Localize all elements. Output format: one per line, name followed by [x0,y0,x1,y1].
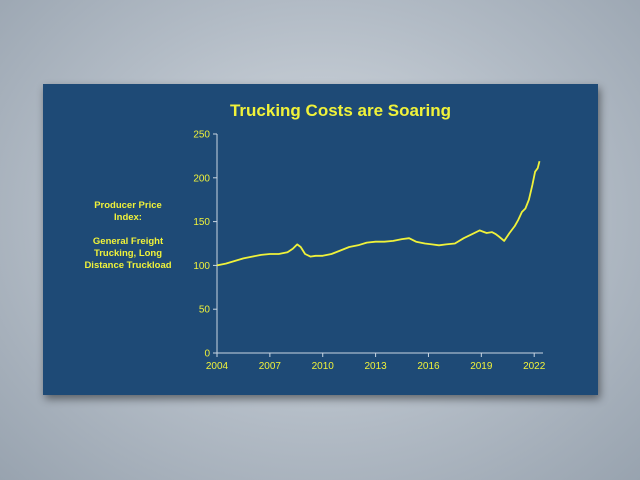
y-axis-label-line: Distance Truckload [84,260,172,271]
y-axis-label-line: General Freight [92,236,164,247]
y-axis-label: Producer Price Index: General Freight Tr… [73,200,183,272]
chart-axes: 0 50 100 150 200 250 2004 2007 2010 2013 2016 2019 2… [193,130,545,373]
chart-title: Trucking Costs are Soaring [229,101,452,120]
chart-plot-area [216,160,541,267]
y-tick-label: 0 [204,349,210,360]
x-tick-label: 2013 [364,361,387,372]
x-tick-label: 2004 [206,361,229,372]
y-tick-label: 250 [193,130,210,141]
y-tick-label: 100 [193,261,210,272]
x-tick-label: 2016 [417,361,440,372]
y-axis-label-line: Producer Price [94,200,162,211]
line-chart: 0 50 100 150 200 250 2004 2007 2010 2013 2016 2019 2… [193,130,545,373]
y-tick-label: 200 [193,173,210,184]
y-tick-label: 150 [193,217,210,228]
x-tick-label: 2019 [470,361,493,372]
y-tick-label: 50 [199,305,211,316]
x-tick-label: 2022 [523,361,546,372]
y-axis-label-line: Trucking, Long [93,248,163,259]
series-line [216,160,541,267]
chart-slide: Trucking Costs are Soaring Producer Pric… [43,84,598,395]
x-tick-label: 2010 [312,361,335,372]
x-tick-label: 2007 [259,361,282,372]
y-axis-label-line: Index: [114,212,142,223]
